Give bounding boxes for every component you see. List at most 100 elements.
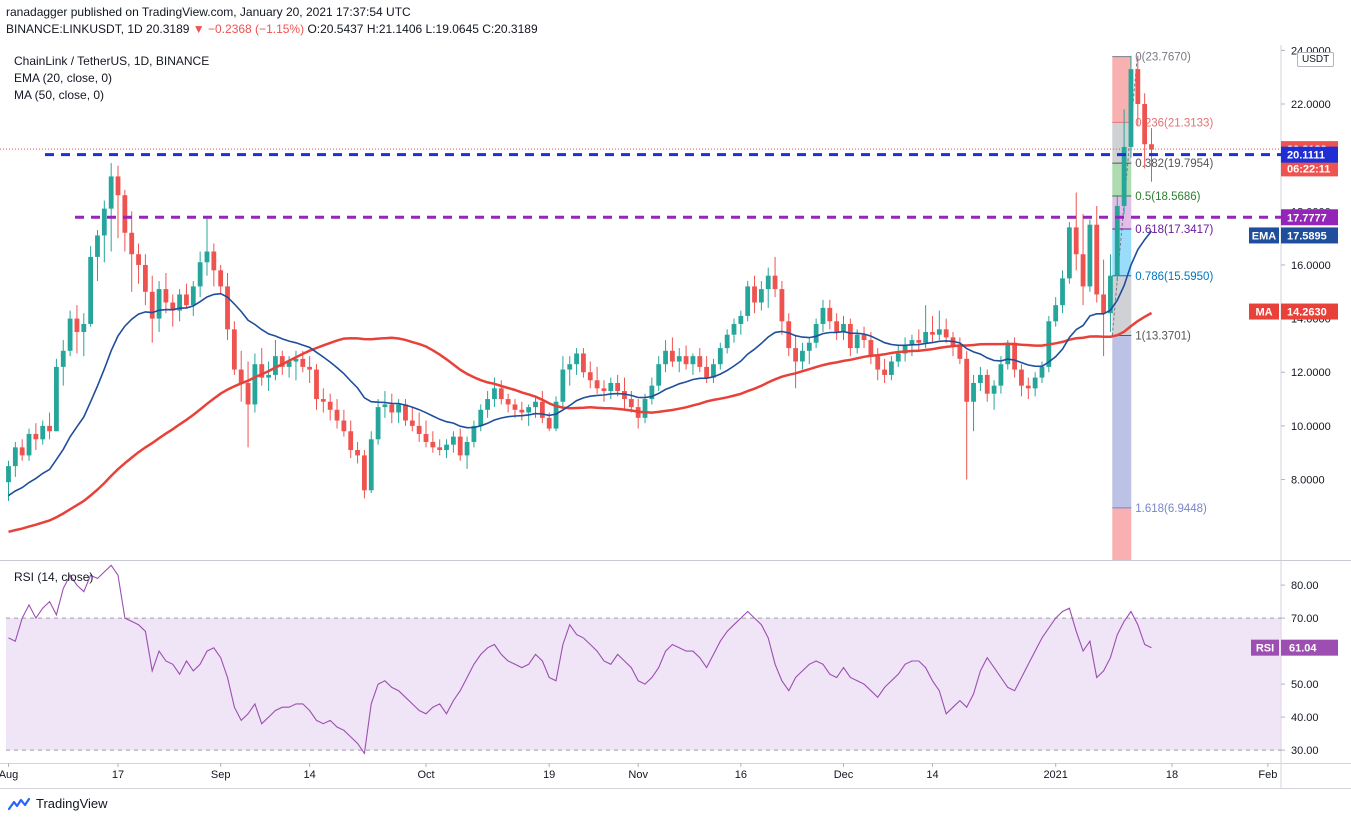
candle-up bbox=[375, 407, 381, 440]
candle-up bbox=[54, 366, 59, 432]
candle-up bbox=[889, 361, 894, 375]
indicator-tag-value: 17.5895 bbox=[1287, 230, 1327, 242]
candle-down bbox=[1135, 69, 1141, 105]
candle-down bbox=[1149, 144, 1154, 150]
candle-up bbox=[758, 289, 764, 303]
candle-up bbox=[977, 374, 983, 383]
candle-down bbox=[225, 286, 230, 330]
candle-up bbox=[649, 385, 655, 400]
legend-ma: MA (50, close, 0) bbox=[14, 88, 105, 102]
candle-up bbox=[745, 286, 751, 316]
fib-zone-0786-1 bbox=[1112, 275, 1132, 336]
fib-level-label: 0(23.7670) bbox=[1135, 52, 1191, 64]
candle-up bbox=[765, 275, 771, 290]
candle-down bbox=[389, 404, 395, 413]
candle-up bbox=[492, 388, 497, 400]
currency-label[interactable]: USDT bbox=[1297, 52, 1335, 67]
fib-level-label: 0.786(15.5950) bbox=[1135, 271, 1213, 283]
candle-down bbox=[1101, 294, 1106, 314]
candle-up bbox=[40, 425, 46, 440]
candle-down bbox=[601, 388, 607, 392]
candle-down bbox=[307, 366, 313, 370]
candle-up bbox=[902, 345, 908, 354]
indicator-tag-name: EMA bbox=[1252, 230, 1277, 242]
candle-up bbox=[81, 323, 87, 333]
fib-zone-0-0236 bbox=[1112, 56, 1132, 123]
price-tick-label: 12.0000 bbox=[1291, 367, 1331, 379]
candle-up bbox=[711, 364, 716, 378]
candle-up bbox=[382, 404, 388, 408]
candle-down bbox=[615, 382, 621, 392]
candle-up bbox=[854, 334, 860, 349]
time-tick-label: 19 bbox=[543, 769, 555, 781]
candle-down bbox=[930, 332, 935, 335]
candle-up bbox=[820, 307, 826, 324]
time-tick-label: Aug bbox=[0, 769, 18, 781]
candle-down bbox=[122, 195, 128, 233]
down-arrow-icon: ▼ bbox=[192, 22, 205, 36]
candle-down bbox=[594, 380, 600, 389]
candle-up bbox=[1039, 366, 1045, 378]
price-tick-label: 10.0000 bbox=[1291, 421, 1331, 433]
candle-up bbox=[731, 323, 737, 335]
candle-up bbox=[26, 433, 32, 456]
fib-trendline bbox=[1111, 56, 1138, 336]
candle-up bbox=[1108, 275, 1113, 314]
candle-down bbox=[320, 399, 326, 402]
legend-rsi: RSI (14, close) bbox=[14, 570, 94, 584]
candle-down bbox=[539, 401, 545, 418]
indicator-tag-value: 14.2630 bbox=[1287, 307, 1327, 319]
candle-up bbox=[690, 356, 696, 365]
candle-down bbox=[341, 420, 347, 432]
candle-down bbox=[519, 409, 525, 413]
rsi-tag-value: 61.04 bbox=[1289, 643, 1317, 655]
candle-down bbox=[498, 388, 504, 400]
rsi-tick-label: 80.00 bbox=[1291, 580, 1319, 592]
candle-down bbox=[457, 436, 463, 456]
fib-level-label: 0.5(18.5686) bbox=[1135, 191, 1200, 203]
candle-up bbox=[368, 439, 374, 491]
candle-up bbox=[526, 407, 532, 413]
candle-up bbox=[676, 356, 682, 362]
candle-up bbox=[471, 425, 477, 442]
indicator-tag-bg bbox=[1281, 227, 1338, 244]
candle-down bbox=[628, 399, 634, 408]
candle-up bbox=[1032, 377, 1038, 389]
candle-up bbox=[574, 353, 579, 365]
candle-down bbox=[423, 433, 429, 442]
candle-down bbox=[786, 321, 792, 349]
candle-down bbox=[827, 307, 833, 322]
candle-down bbox=[1012, 342, 1018, 370]
price-tick-label: 16.0000 bbox=[1291, 260, 1331, 272]
candle-up bbox=[101, 208, 107, 236]
candle-down bbox=[868, 340, 874, 357]
candle-up bbox=[1005, 342, 1011, 365]
fib-level-label: 0.618(17.3417) bbox=[1135, 224, 1213, 236]
candle-down bbox=[218, 270, 224, 287]
candle-down bbox=[512, 404, 518, 410]
candle-up bbox=[738, 315, 744, 324]
fib-level-label: 1(13.3701) bbox=[1135, 330, 1191, 342]
tradingview-brand[interactable]: TradingView bbox=[8, 796, 108, 811]
candle-up bbox=[923, 332, 929, 343]
candle-down bbox=[1080, 254, 1086, 287]
candle-down bbox=[136, 254, 141, 265]
candle-down bbox=[334, 409, 340, 421]
time-tick-label: Sep bbox=[211, 769, 231, 781]
candle-down bbox=[430, 441, 436, 448]
candle-down bbox=[957, 345, 963, 359]
candle-up bbox=[88, 256, 94, 324]
candle-down bbox=[211, 251, 217, 271]
candle-up bbox=[444, 444, 449, 451]
candle-up bbox=[1053, 305, 1059, 322]
candle-up bbox=[95, 235, 100, 257]
candle-down bbox=[1073, 227, 1079, 255]
fib-zone-below-1618 bbox=[1112, 507, 1132, 560]
candle-down bbox=[259, 364, 265, 378]
fib-level-label: 0.382(19.7954) bbox=[1135, 158, 1213, 170]
candle-down bbox=[587, 372, 593, 381]
candle-down bbox=[403, 404, 408, 421]
time-tick-label: Feb bbox=[1258, 769, 1277, 781]
time-tick-label: 17 bbox=[112, 769, 124, 781]
